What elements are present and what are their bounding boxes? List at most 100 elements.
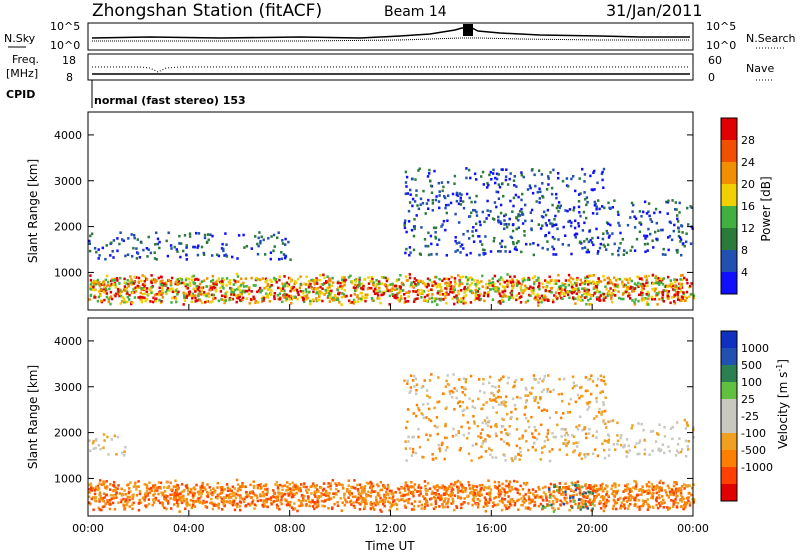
nsky-frame (87, 22, 694, 51)
power-data-cell (404, 170, 408, 174)
velocity-data-cell (525, 481, 529, 485)
power-data-cell (444, 196, 447, 200)
velocity-data-cell (256, 499, 259, 503)
power-data-cell (517, 195, 520, 199)
power-data-cell (345, 294, 348, 298)
power-data-cell (551, 245, 554, 249)
velocity-data-cell (672, 484, 676, 488)
velocity-data-cell (106, 498, 109, 502)
velocity-data-cell (578, 485, 581, 488)
velocity-data-cell (113, 434, 116, 438)
power-data-cell (424, 244, 427, 248)
power-data-cell (325, 281, 328, 284)
power-data-cell (242, 233, 245, 237)
velocity-data-cell (611, 492, 614, 496)
power-data-cell (542, 285, 545, 289)
power-data-cell (510, 291, 513, 295)
velocity-data-cell (106, 500, 109, 504)
velocity-data-cell (198, 493, 201, 496)
power-data-cell (410, 177, 414, 181)
power-data-cell (311, 299, 314, 303)
power-data-cell (323, 282, 326, 285)
power-data-cell (220, 294, 224, 298)
velocity-data-cell (533, 500, 537, 504)
power-data-cell (492, 168, 495, 172)
power-data-cell (654, 207, 658, 211)
velocity-data-cell (178, 494, 181, 498)
velocity-data-cell (494, 485, 497, 488)
power-data-cell (140, 287, 143, 290)
power-data-cell (232, 283, 235, 286)
velocity-data-cell (484, 438, 487, 441)
power-data-cell (558, 294, 562, 298)
power-data-cell (166, 254, 170, 258)
power-data-cell (161, 279, 164, 283)
power-data-cell (515, 281, 518, 285)
power-data-cell (185, 244, 188, 247)
velocity-data-cell (346, 487, 349, 491)
power-data-cell (215, 288, 218, 292)
velocity-data-cell (648, 485, 651, 488)
power-data-cell (470, 211, 473, 215)
power-data-cell (546, 298, 549, 301)
velocity-data-cell (580, 385, 583, 389)
power-data-cell (685, 290, 689, 294)
power-data-cell (560, 288, 564, 292)
velocity-data-cell (516, 491, 519, 495)
power-data-cell (413, 280, 416, 284)
power-data-cell (585, 302, 588, 306)
power-data-cell (612, 276, 616, 280)
power-data-cell (489, 281, 493, 285)
power-data-cell (587, 240, 591, 244)
velocity-data-cell (309, 501, 312, 504)
power-data-cell (182, 249, 185, 253)
power-data-cell (514, 245, 517, 249)
velocity-data-cell (253, 503, 256, 506)
velocity-data-cell (607, 499, 610, 503)
velocity-data-cell (97, 506, 100, 510)
power-data-cell (683, 295, 686, 298)
power-data-cell (455, 294, 458, 297)
velocity-data-cell (574, 488, 578, 492)
power-data-cell (161, 288, 164, 292)
power-data-cell (425, 202, 429, 205)
power-data-cell (550, 186, 554, 190)
velocity-data-cell (108, 507, 112, 511)
power-data-cell (304, 283, 308, 286)
velocity-data-cell (403, 499, 406, 503)
velocity-data-cell (112, 480, 116, 484)
power-data-cell (646, 290, 649, 294)
velocity-data-cell (465, 436, 469, 440)
velocity-data-cell (513, 380, 516, 384)
velocity-data-cell (293, 507, 297, 510)
power-data-cell (474, 294, 478, 297)
velocity-data-cell (425, 416, 428, 419)
velocity-data-cell (601, 488, 604, 492)
velocity-data-cell (524, 416, 528, 420)
velocity-data-cell (680, 488, 683, 492)
velocity-data-cell (495, 411, 498, 414)
power-data-cell (303, 282, 306, 286)
velocity-data-cell (430, 503, 433, 506)
power-data-cell (308, 280, 311, 283)
velocity-data-cell (443, 457, 446, 461)
power-data-cell (581, 298, 584, 302)
power-data-cell (457, 292, 460, 296)
power-data-cell (581, 247, 584, 250)
velocity-data-cell (513, 503, 516, 507)
power-data-cell (658, 290, 661, 294)
power-data-cell (119, 294, 123, 298)
nave-tick-bottom: 0 (708, 71, 715, 84)
velocity-data-cell (99, 447, 102, 451)
power-data-cell (179, 281, 182, 285)
power-data-cell (139, 295, 142, 299)
power-data-cell (331, 276, 334, 280)
velocity-data-cell (667, 486, 671, 490)
power-data-cell (484, 286, 488, 290)
velocity-data-cell (303, 494, 306, 498)
power-data-cell (575, 284, 578, 287)
power-data-cell (180, 242, 183, 245)
velocity-data-cell (302, 485, 305, 488)
power-data-cell (497, 219, 500, 222)
velocity-data-cell (537, 504, 541, 508)
